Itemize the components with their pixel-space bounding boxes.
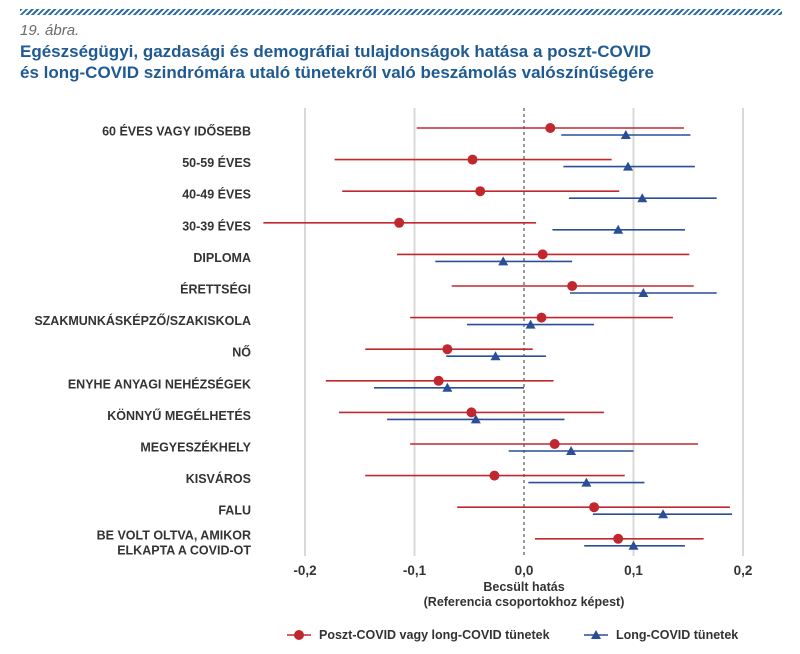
estimate-point	[442, 344, 453, 355]
category-label: BE VOLT OLTVA, AMIKOR ELKAPTA A COVID-OT	[97, 528, 252, 557]
estimate-point	[498, 256, 509, 266]
x-axis-title-line-2: (Referencia csoportokhoz képest)	[424, 595, 625, 609]
category-label: 60 ÉVES VAGY IDŐSEBB	[102, 124, 251, 139]
estimate-point	[658, 509, 669, 519]
x-tick-label: 0,1	[624, 563, 643, 578]
estimate-point	[638, 288, 649, 297]
x-tick-label: 0,2	[734, 563, 753, 578]
estimate-point	[442, 382, 453, 392]
estimate-point	[589, 502, 600, 513]
estimate-point	[628, 540, 639, 550]
category-label: 30-39 ÉVES	[182, 218, 251, 233]
category-label: FALU	[218, 504, 251, 518]
header-stripe	[20, 9, 782, 15]
category-label: DIPLOMA	[193, 251, 251, 265]
category-label: ÉRETTSÉGI	[180, 282, 251, 297]
series-1	[263, 123, 730, 544]
plot-series	[263, 123, 733, 550]
estimate-point	[467, 154, 478, 165]
x-tick-labels: -0,2 -0,1 0,0 0,1 0,2	[293, 563, 752, 578]
legend-circle-marker-icon	[287, 630, 311, 640]
estimate-point	[537, 249, 548, 260]
category-label: KÖNNYŰ MEGÉLHETÉS	[107, 408, 251, 423]
category-label: 50-59 ÉVES	[182, 155, 251, 170]
chart-title-line-2: és long-COVID szindrómára utaló tünetekr…	[20, 63, 654, 82]
category-label: MEGYESZÉKHELY	[140, 440, 251, 455]
estimate-point	[566, 446, 577, 455]
category-label: ENYHE ANYAGI NEHÉZSÉGEK	[68, 376, 251, 391]
estimate-point	[620, 130, 631, 139]
x-tick-label: -0,1	[403, 563, 427, 578]
estimate-point	[613, 533, 624, 544]
estimate-point	[466, 407, 477, 418]
category-label: NŐ	[232, 345, 251, 360]
estimate-point	[394, 217, 405, 228]
estimate-point	[549, 439, 560, 449]
estimate-point	[623, 161, 634, 171]
legend: Poszt-COVID vagy long-COVID tünetek Long…	[0, 626, 800, 644]
figure-number: 19. ábra.	[20, 22, 80, 39]
estimate-point	[489, 470, 500, 481]
estimate-point	[475, 186, 486, 197]
legend-item-series-1: Poszt-COVID vagy long-COVID tünetek	[287, 626, 550, 644]
category-label: 40-49 ÉVES	[182, 187, 251, 202]
chart-title: Egészségügyi, gazdasági és demográfiai t…	[20, 41, 780, 83]
estimate-point	[525, 319, 536, 329]
category-label: SZAKMUNKÁSKÉPZŐ/SZAKISKOLA	[34, 313, 251, 328]
x-tick-label: 0,0	[515, 563, 534, 578]
estimate-point	[433, 375, 444, 386]
estimate-point	[470, 414, 481, 424]
legend-triangle-marker-icon	[584, 630, 608, 639]
estimate-point	[581, 477, 592, 487]
legend-label-series-1: Poszt-COVID vagy long-COVID tünetek	[319, 628, 550, 642]
x-tick-label: -0,2	[293, 563, 316, 578]
estimate-point	[536, 312, 547, 323]
category-labels: 60 ÉVES VAGY IDŐSEBB 50-59 ÉVES 40-49 ÉVES…	[34, 124, 251, 558]
estimate-point	[637, 193, 648, 203]
estimate-point	[490, 351, 501, 361]
legend-label-series-2: Long-COVID tünetek	[616, 628, 739, 642]
estimate-point	[567, 281, 578, 291]
grid-lines	[304, 108, 744, 556]
legend-item-series-2: Long-COVID tünetek	[584, 626, 738, 644]
x-axis-title-line-1: Becsült hatás	[483, 580, 564, 594]
category-label: KISVÁROS	[186, 471, 251, 486]
estimate-point	[545, 123, 556, 133]
series-2	[373, 130, 733, 550]
estimate-point	[613, 224, 624, 234]
chart-title-line-1: Egészségügyi, gazdasági és demográfiai t…	[20, 42, 652, 61]
forest-plot: 60 ÉVES VAGY IDŐSEBB 50-59 ÉVES 40-49 ÉVES…	[34, 108, 752, 609]
